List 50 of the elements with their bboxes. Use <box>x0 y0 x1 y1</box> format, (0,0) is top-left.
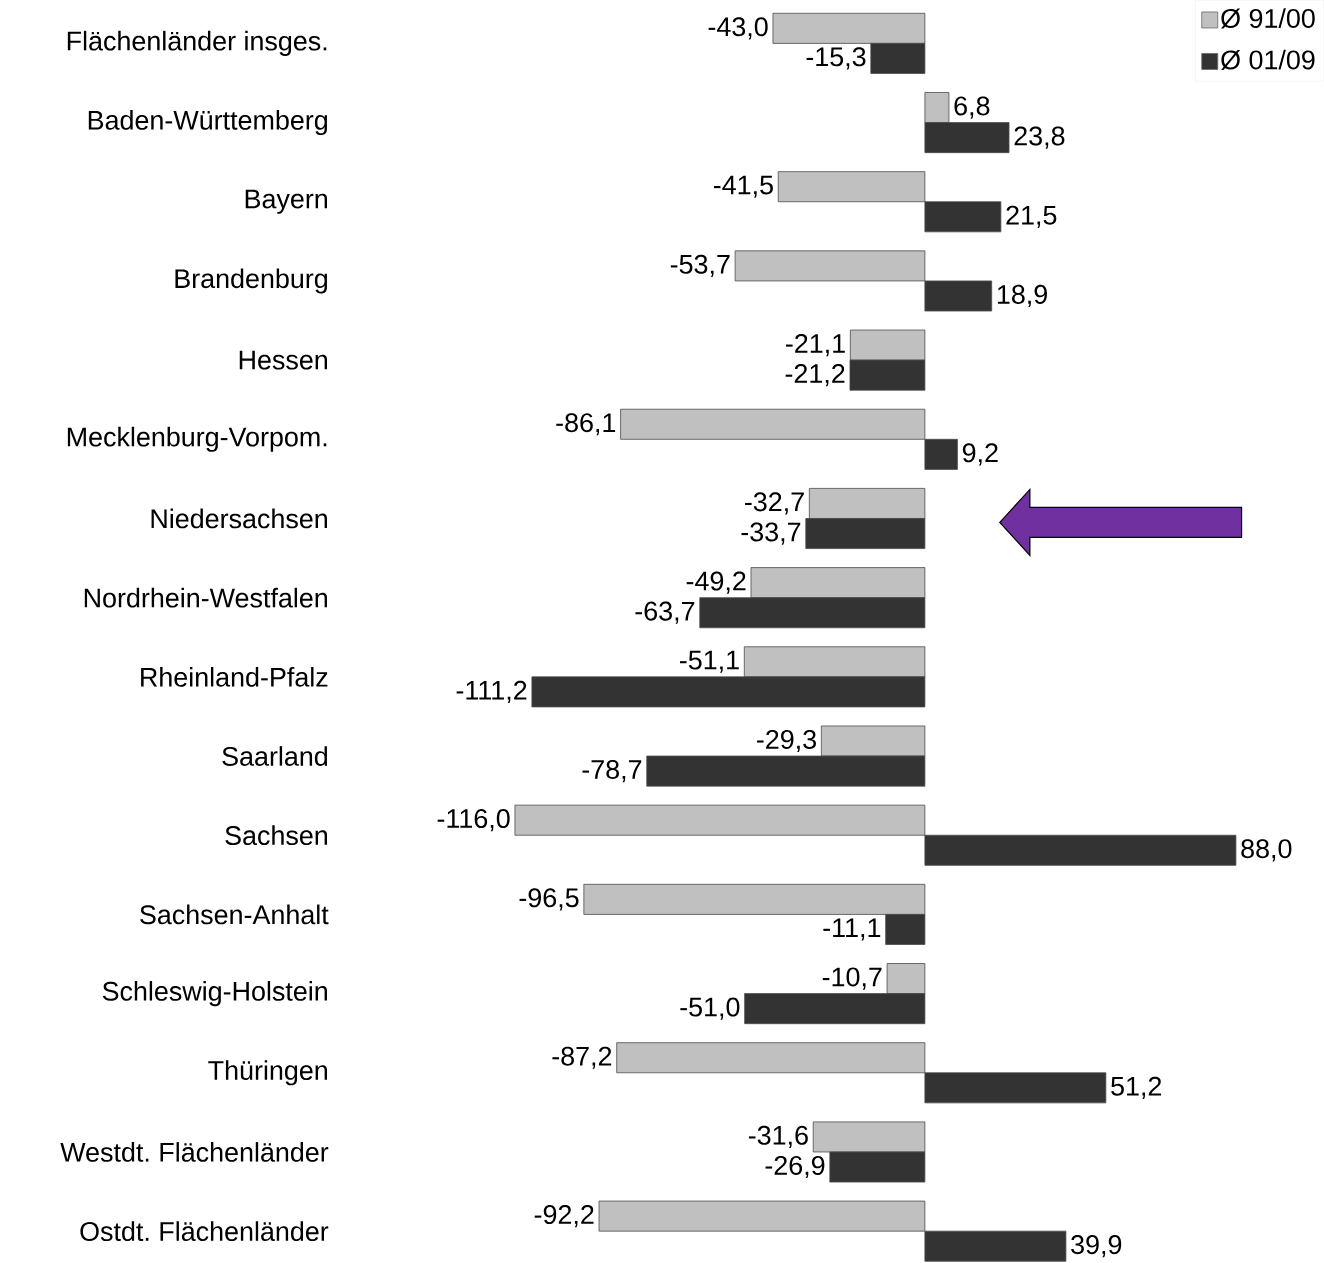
data-label: 88,0 <box>1241 839 1292 862</box>
data-label: -49,2 <box>686 571 746 594</box>
legend-label: Ø 01/09 <box>1221 49 1315 70</box>
data-label: 21,5 <box>1006 205 1057 228</box>
data-label: -21,1 <box>786 334 845 357</box>
y-tick-label: Westdt. Flächenländer <box>60 1142 329 1162</box>
data-label: -33,7 <box>741 522 801 545</box>
y-tick-label: Niedersachsen <box>151 508 327 529</box>
y-tick-label: Saarland <box>222 746 328 767</box>
data-label: 18,9 <box>997 284 1047 308</box>
legend-label: Ø 91/00 <box>1221 8 1315 29</box>
data-label: -78,7 <box>582 760 642 783</box>
data-label: 6,8 <box>954 96 990 119</box>
data-label: -26,9 <box>765 1156 825 1179</box>
y-tick-label: Mecklenburg-Vorpom. <box>67 426 327 452</box>
data-label: 39,9 <box>1071 1235 1122 1258</box>
y-tick-label: Rheinland-Pfalz <box>141 667 328 687</box>
y-tick-label: Brandenburg <box>175 268 328 294</box>
data-label: -111,2 <box>456 680 527 704</box>
data-label: -92,2 <box>534 1205 594 1228</box>
y-tick-label: Schleswig-Holstein <box>102 981 327 1007</box>
data-label: -86,1 <box>556 413 616 436</box>
data-label: -11,1 <box>823 918 881 941</box>
data-label: -32,7 <box>745 492 804 515</box>
data-label: 51,2 <box>1111 1076 1162 1100</box>
y-tick-label: Flächenländer insges. <box>67 30 327 56</box>
data-label: -87,2 <box>552 1046 612 1069</box>
data-label: 9,2 <box>962 443 998 466</box>
data-label: -41,5 <box>713 175 773 198</box>
data-label: -15,3 <box>806 47 866 70</box>
y-tick-label: Sachsen <box>225 825 328 846</box>
data-label: -10,7 <box>822 967 882 990</box>
y-tick-label: Hessen <box>239 350 328 370</box>
y-tick-label: Thüringen <box>208 1060 327 1086</box>
data-label: -51,1 <box>680 650 739 673</box>
y-tick-label: Ostdt. Flächenländer <box>80 1221 329 1242</box>
data-label: -51,0 <box>680 997 740 1020</box>
data-label: -29,3 <box>757 729 816 753</box>
data-label: 23,8 <box>1014 126 1065 149</box>
y-tick-label: Sachsen-Anhalt <box>140 904 329 925</box>
y-tick-label: Bayern <box>245 189 328 214</box>
data-label: -21,2 <box>785 364 845 387</box>
data-label: -96,5 <box>519 888 579 911</box>
y-tick-label: Nordrhein-Westfalen <box>84 587 327 608</box>
data-label: -116,0 <box>437 809 510 832</box>
data-label: -53,7 <box>670 254 730 278</box>
data-label: -63,7 <box>635 601 695 624</box>
data-label: -31,6 <box>748 1125 808 1149</box>
data-label: -43,0 <box>708 17 768 40</box>
y-tick-label: Baden-Württemberg <box>88 110 328 136</box>
